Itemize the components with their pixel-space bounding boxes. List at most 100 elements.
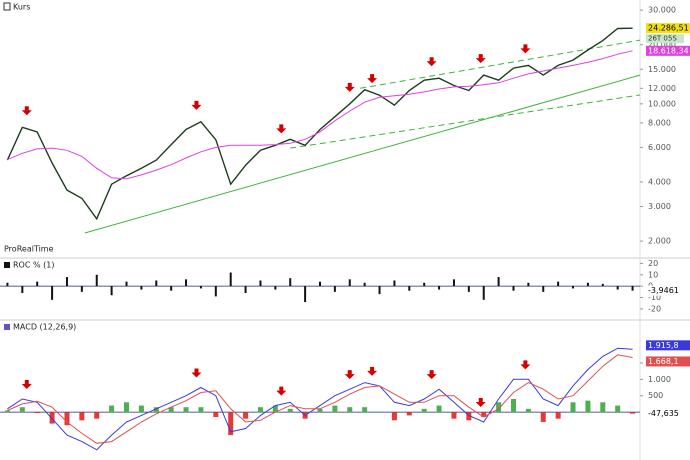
y-tick-label: -20 xyxy=(648,304,661,313)
histogram-bar xyxy=(615,405,621,413)
histogram-bar xyxy=(109,405,115,413)
watermark: ProRealTime xyxy=(4,245,54,254)
panel-title: MACD (12,26,9) xyxy=(13,323,76,332)
bar xyxy=(199,286,202,289)
histogram-bar xyxy=(496,402,502,413)
bar xyxy=(214,286,217,297)
histogram-bar xyxy=(630,412,636,414)
histogram-bar xyxy=(64,412,70,426)
bar xyxy=(36,281,39,287)
y-tick-label: 10 xyxy=(648,270,658,279)
histogram-bar xyxy=(555,412,561,419)
last-value-label-box xyxy=(646,340,690,351)
histogram-bar xyxy=(600,402,606,413)
signal-arrow xyxy=(276,386,287,396)
histogram-bar xyxy=(94,412,100,419)
histogram-bar xyxy=(138,405,144,413)
legend-label: Kurs xyxy=(13,3,30,12)
bar xyxy=(393,280,396,287)
histogram-bar xyxy=(257,407,263,413)
histogram-bar xyxy=(168,407,174,413)
bar xyxy=(80,286,83,292)
y-tick-label: 10.000 xyxy=(648,99,676,108)
histogram-bar xyxy=(525,408,531,413)
y-tick-label: 8.000 xyxy=(648,118,671,127)
signal-arrow xyxy=(367,366,378,376)
bar xyxy=(482,286,485,300)
bar xyxy=(467,286,470,292)
bar xyxy=(557,281,560,287)
y-tick-label: -10 xyxy=(648,293,661,302)
bar xyxy=(274,286,277,290)
last-value-label-box xyxy=(646,23,690,34)
bar xyxy=(586,282,589,287)
histogram-bar xyxy=(213,412,219,418)
histogram-bar xyxy=(287,408,293,413)
histogram-bar xyxy=(585,400,591,413)
legend-icon xyxy=(4,262,10,268)
histogram-bar xyxy=(272,405,278,413)
bar xyxy=(21,286,24,293)
bar xyxy=(542,286,545,292)
bar xyxy=(363,282,366,287)
panel-title: ROC % (1) xyxy=(13,261,54,270)
bar xyxy=(6,282,9,287)
signal-arrow xyxy=(475,54,486,64)
bar xyxy=(333,286,336,292)
histogram-bar xyxy=(198,407,204,413)
histogram-bar xyxy=(153,407,159,413)
signal-arrow xyxy=(21,380,32,390)
bar xyxy=(601,283,604,287)
countdown: 26T 05S xyxy=(648,35,677,43)
bar xyxy=(319,281,321,287)
bar xyxy=(512,286,515,291)
histogram-bar xyxy=(124,402,130,413)
bar xyxy=(304,286,307,303)
histogram-bar xyxy=(317,408,323,413)
histogram-bar xyxy=(570,402,576,413)
signal-arrow xyxy=(344,370,355,380)
bar xyxy=(497,277,500,287)
y-tick-label: 3.000 xyxy=(648,202,671,211)
last-value-label: 1.915,8 xyxy=(648,341,679,350)
price-line xyxy=(6,27,633,221)
bar xyxy=(408,286,411,291)
bar xyxy=(110,286,113,296)
last-value-label-box xyxy=(646,45,690,56)
y-tick-label: 15.000 xyxy=(648,65,676,74)
signal-arrow xyxy=(426,57,437,67)
bar xyxy=(289,278,292,287)
last-value-label: 24.286,51 xyxy=(648,24,689,33)
signal-arrow xyxy=(21,106,32,116)
histogram-bar xyxy=(421,408,427,413)
last-value-label: -47,635 xyxy=(648,409,679,418)
bar xyxy=(95,274,98,287)
signal-arrow xyxy=(520,360,531,370)
bar xyxy=(125,281,128,287)
bar xyxy=(572,286,575,289)
histogram-bar xyxy=(183,407,189,413)
macd-line xyxy=(7,347,633,451)
bar xyxy=(378,286,381,295)
bar xyxy=(527,282,530,287)
bar xyxy=(438,286,441,290)
y-tick-label: 20.000 xyxy=(648,40,676,49)
signal-arrow xyxy=(276,124,287,134)
last-value-label-box xyxy=(646,356,690,367)
bar xyxy=(452,279,455,287)
histogram-bar xyxy=(451,412,457,419)
bar xyxy=(423,282,426,287)
bar xyxy=(51,286,54,300)
legend-icon xyxy=(3,2,11,11)
histogram-bar xyxy=(243,412,249,419)
histogram-bar xyxy=(540,412,546,422)
histogram-bar xyxy=(391,412,397,421)
histogram-bar xyxy=(347,407,353,413)
last-value-label: 1.668,1 xyxy=(648,357,679,366)
last-value-label: 18.618,34 xyxy=(648,46,689,55)
histogram-bar xyxy=(436,405,442,413)
y-tick-label: 6.000 xyxy=(648,143,671,152)
histogram-bar xyxy=(79,412,85,421)
y-tick-label: 20 xyxy=(648,259,658,268)
